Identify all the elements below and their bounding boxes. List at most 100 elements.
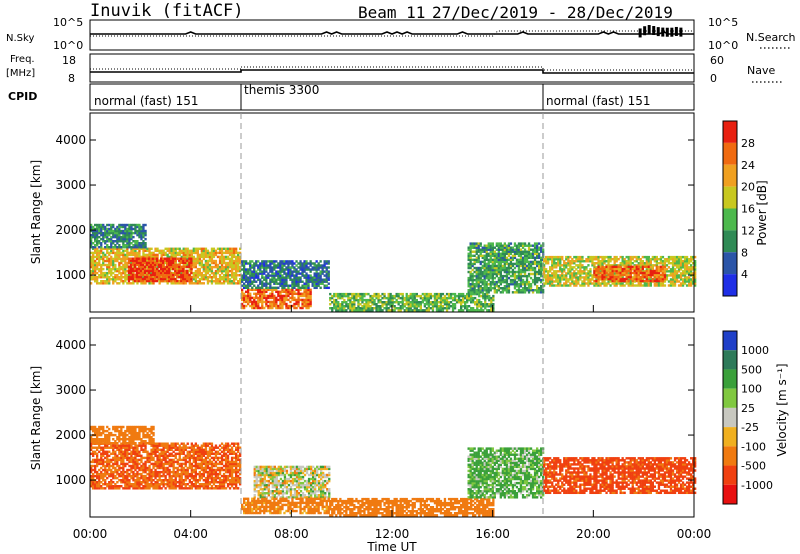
data-cell (464, 296, 467, 300)
data-cell (323, 270, 326, 273)
data-cell (265, 290, 268, 294)
data-cell (114, 265, 117, 269)
data-cell (591, 278, 594, 281)
data-cell (259, 270, 262, 273)
data-cell (184, 255, 187, 259)
data-cell (437, 305, 441, 308)
data-cell (553, 266, 556, 269)
data-cell (269, 292, 272, 296)
data-cell (150, 251, 153, 255)
data-cell (437, 301, 441, 304)
data-cell (313, 280, 316, 283)
data-cell (488, 303, 491, 306)
data-cell (214, 280, 218, 283)
data-cell (116, 278, 119, 281)
data-cell (224, 269, 228, 273)
data-cell (337, 307, 340, 310)
data-cell (90, 251, 93, 255)
data-cell (647, 276, 650, 279)
data-cell (653, 273, 656, 277)
data-cell (277, 292, 280, 296)
data-cell (477, 276, 480, 280)
data-cell (162, 249, 165, 253)
data-cell (259, 288, 262, 292)
data-cell (499, 262, 502, 266)
data-cell (641, 260, 644, 263)
data-cell (499, 274, 502, 278)
data-cell (114, 278, 117, 281)
data-cell (485, 244, 488, 247)
data-cell (192, 261, 195, 265)
data-cell (149, 265, 153, 269)
data-cell (393, 296, 396, 300)
data-cell (589, 272, 592, 275)
data-cell (557, 260, 560, 263)
data-cell (94, 235, 97, 239)
data-cell (533, 283, 537, 286)
data-cell (491, 272, 494, 276)
data-cell (401, 292, 404, 296)
data-cell (174, 265, 177, 269)
data-cell (615, 260, 618, 263)
data-cell (509, 246, 513, 249)
data-cell (379, 301, 382, 304)
data-cell (261, 264, 264, 267)
data-cell (172, 280, 175, 283)
data-cell (100, 263, 103, 267)
data-cell (495, 268, 498, 272)
data-cell (277, 274, 280, 277)
data-cell (144, 244, 147, 247)
data-cell (593, 255, 596, 259)
data-cell (659, 262, 663, 265)
data-cell (655, 267, 658, 271)
data-cell (519, 283, 523, 286)
data-cell (124, 263, 127, 267)
data-cell (212, 249, 216, 253)
data-cell (643, 275, 646, 279)
data-cell (198, 282, 201, 285)
data-cell (683, 268, 687, 271)
data-cell (473, 246, 476, 249)
data-cell (160, 261, 163, 265)
data-cell (138, 249, 141, 253)
data-cell (325, 274, 328, 277)
data-cell (297, 292, 300, 296)
data-cell (509, 266, 513, 270)
data-cell (637, 271, 640, 275)
data-cell (477, 278, 480, 282)
data-cell (643, 262, 646, 265)
data-cell (168, 259, 171, 262)
data-cell (92, 446, 95, 449)
data-cell (144, 242, 147, 245)
data-cell (453, 296, 457, 300)
data-cell (228, 280, 232, 283)
data-cell (267, 300, 270, 304)
data-cell (120, 257, 123, 261)
data-cell (488, 296, 491, 300)
data-cell (114, 246, 117, 249)
data-cell (94, 244, 97, 247)
data-cell (473, 278, 476, 282)
data-cell (569, 274, 572, 277)
data-cell (491, 250, 494, 253)
data-cell (180, 255, 183, 259)
data-cell (389, 301, 392, 304)
data-cell (505, 260, 509, 264)
data-cell (613, 275, 616, 279)
data-cell (527, 287, 531, 290)
data-cell (152, 276, 155, 279)
data-cell (441, 309, 445, 312)
data-cell (671, 270, 675, 273)
data-cell (112, 257, 115, 261)
data-cell (551, 266, 554, 269)
data-cell (235, 257, 238, 261)
data-cell (92, 468, 95, 472)
data-cell (129, 263, 133, 267)
data-cell (220, 261, 224, 265)
data-cell (517, 242, 521, 245)
data-cell (241, 274, 244, 277)
data-cell (593, 273, 596, 277)
data-cell (293, 270, 296, 273)
data-cell (100, 462, 103, 466)
data-cell (627, 269, 630, 273)
